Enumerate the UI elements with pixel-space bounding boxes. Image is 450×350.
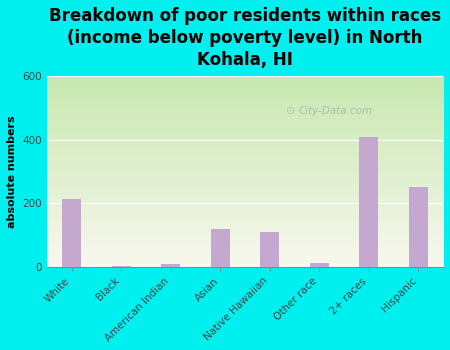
Y-axis label: absolute numbers: absolute numbers — [7, 115, 17, 228]
Text: ⊙: ⊙ — [286, 106, 295, 117]
Bar — [261, 232, 279, 267]
Bar — [63, 199, 81, 267]
Bar — [211, 229, 230, 267]
Bar — [310, 263, 328, 267]
Text: City-Data.com: City-Data.com — [299, 106, 373, 117]
Bar — [409, 187, 428, 267]
Bar — [360, 137, 378, 267]
Bar — [112, 266, 130, 267]
Bar — [162, 265, 180, 267]
Title: Breakdown of poor residents within races
(income below poverty level) in North
K: Breakdown of poor residents within races… — [49, 7, 441, 69]
